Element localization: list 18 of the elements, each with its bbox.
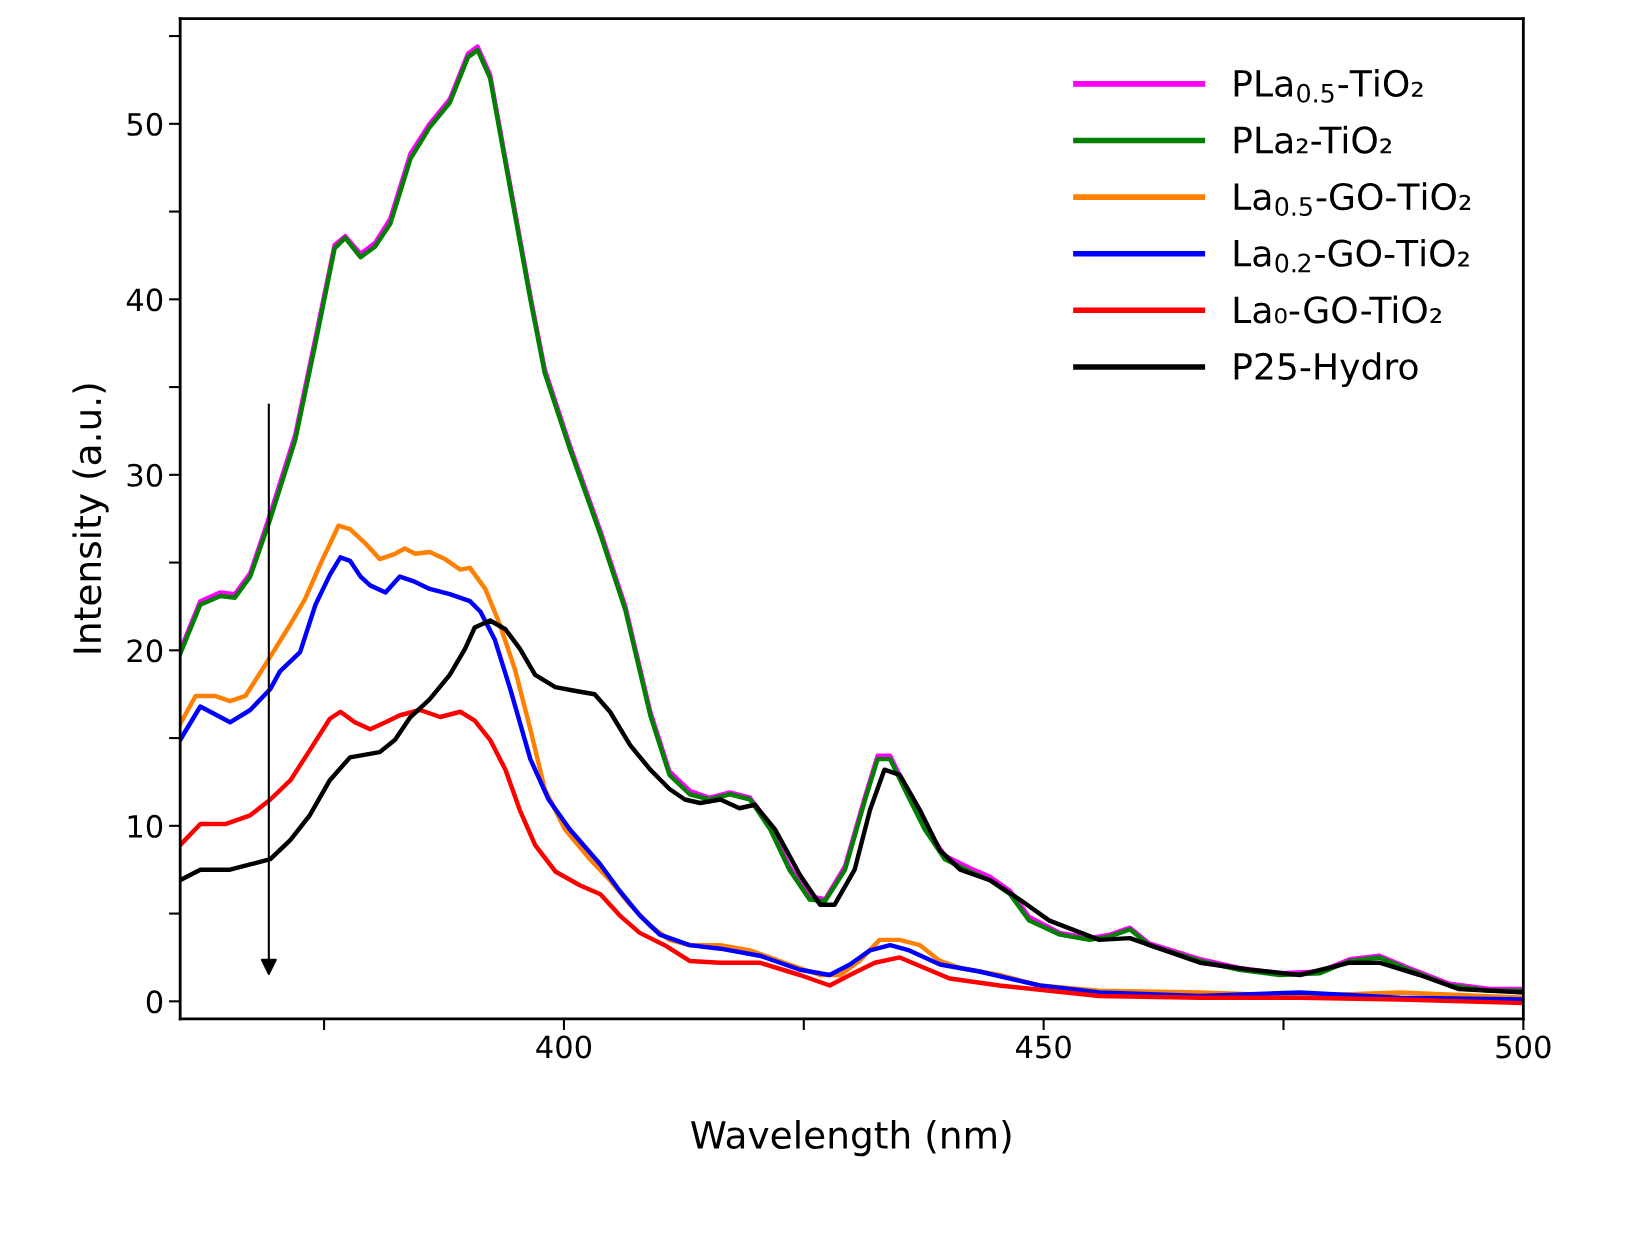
y-tick-label: 30	[127, 463, 163, 487]
y-tick-label: 40	[126, 288, 163, 312]
y-tick-label: 20	[127, 639, 163, 663]
legend-label: P25-Hydro	[1234, 352, 1418, 388]
legend-label: PLa$_{0.5}$-TiO₂	[1234, 69, 1423, 103]
y-tick-label: 50	[127, 112, 163, 136]
x-tick-label: 500	[1496, 1035, 1551, 1059]
y-tick-label: 10	[128, 814, 163, 838]
legend-label: La₀-GO-TiO₂	[1234, 295, 1441, 324]
x-axis-title: Wavelength (nm)	[691, 1119, 1011, 1157]
x-tick-label: 400	[536, 1035, 592, 1059]
legend-label: La$_{0.5}$-GO-TiO₂	[1234, 182, 1471, 217]
line-series	[180, 707, 1524, 1006]
legend-label: La$_{0.2}$-GO-TiO₂	[1234, 238, 1469, 273]
x-tick-label: 450	[1015, 1035, 1071, 1059]
legend-label: PLa₂-TiO₂	[1234, 125, 1392, 154]
y-axis-title: Intensity (a.u.)	[72, 384, 109, 653]
y-tick-label: 0	[146, 990, 163, 1014]
